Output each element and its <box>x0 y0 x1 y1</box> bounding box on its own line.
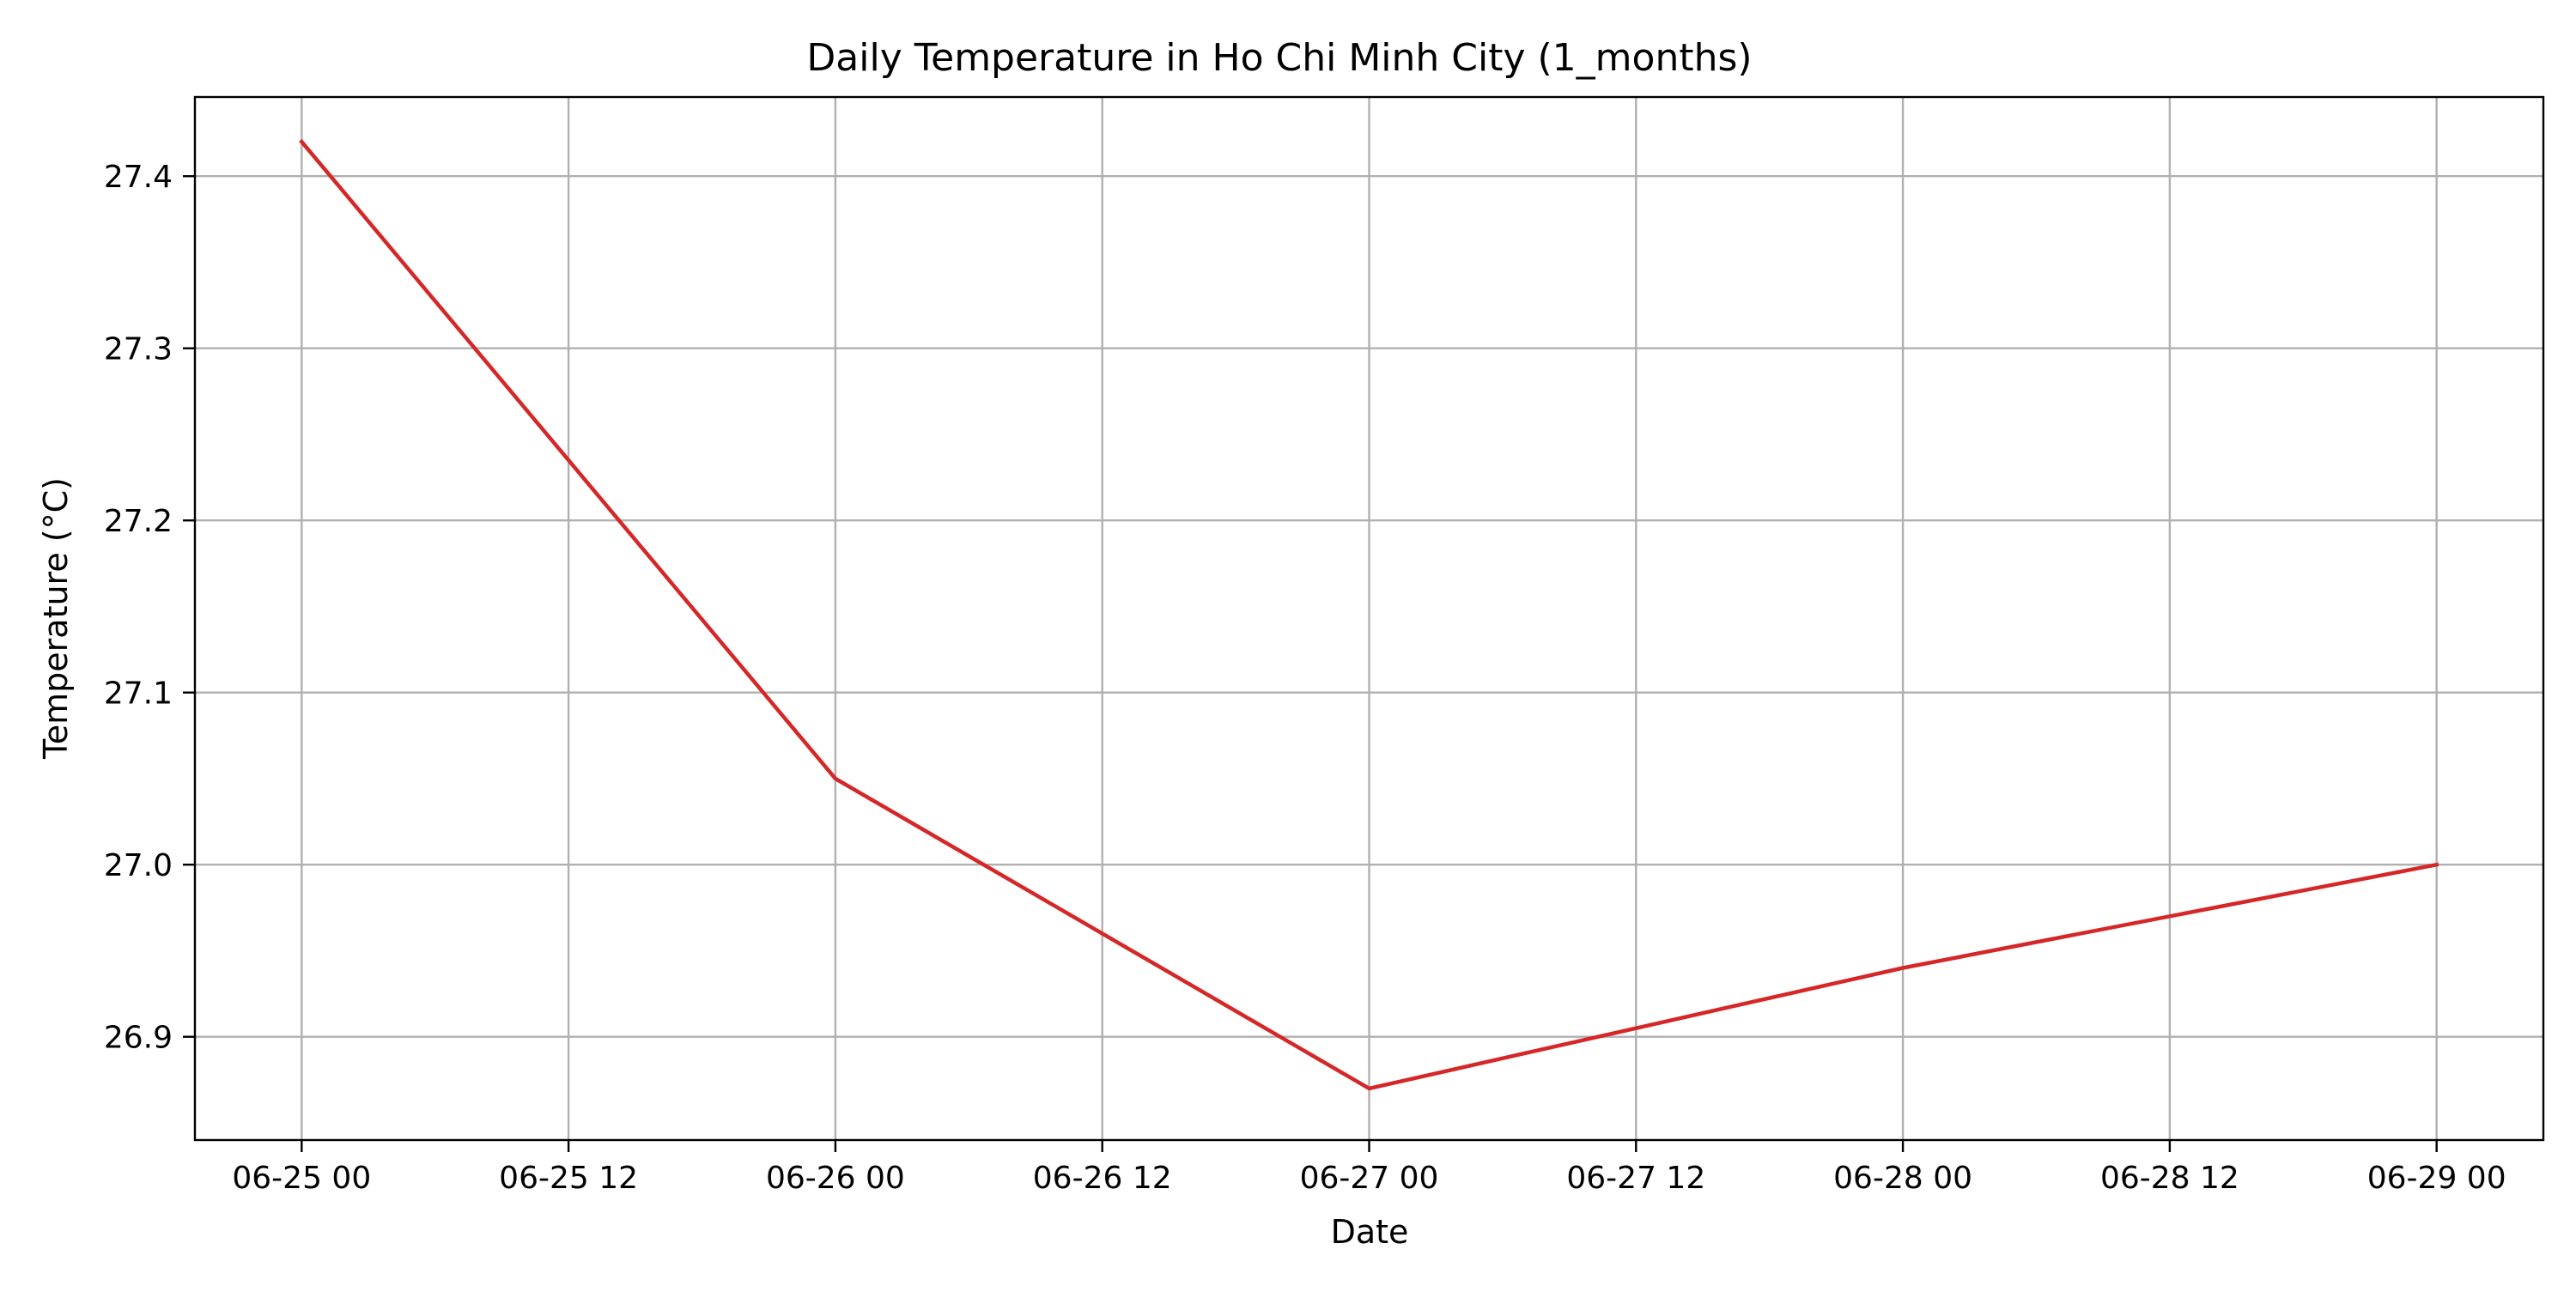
y-tick-label: 27.0 <box>104 848 173 883</box>
y-tick-label: 27.4 <box>104 160 173 195</box>
y-tick-label: 27.1 <box>104 676 173 712</box>
x-tick-label: 06-25 00 <box>232 1161 371 1196</box>
x-tick-label: 06-27 12 <box>1566 1161 1705 1196</box>
y-axis-label: Temperature (°C) <box>37 477 75 760</box>
x-tick-label: 06-28 00 <box>1833 1161 1972 1196</box>
y-tick-label: 26.9 <box>104 1021 173 1056</box>
x-tick-label: 06-27 00 <box>1300 1161 1439 1196</box>
x-tick-label: 06-29 00 <box>2367 1161 2506 1196</box>
y-tick-label: 27.2 <box>104 504 173 539</box>
chart-title: Daily Temperature in Ho Chi Minh City (1… <box>806 36 1752 80</box>
x-tick-label: 06-25 12 <box>499 1161 638 1196</box>
x-tick-label: 06-28 12 <box>2100 1161 2239 1196</box>
y-tick-label: 27.3 <box>104 332 173 367</box>
x-tick-label: 06-26 12 <box>1033 1161 1172 1196</box>
x-axis-label: Date <box>1331 1213 1409 1251</box>
x-tick-label: 06-26 00 <box>766 1161 905 1196</box>
